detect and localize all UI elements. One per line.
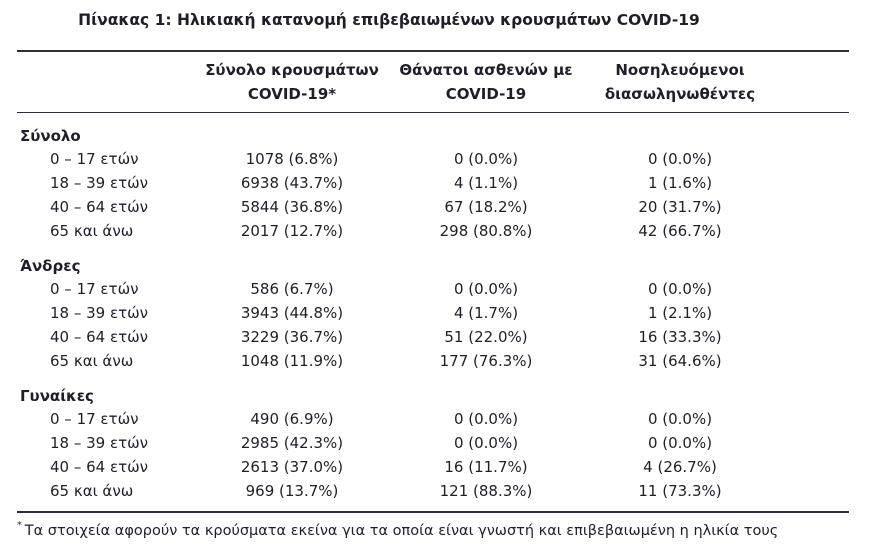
- cell-intubated: 1 (2.1%): [647, 304, 713, 322]
- cell-spacer: [777, 325, 849, 349]
- cell-spacer: [777, 147, 849, 171]
- cell-deaths: 67 (18.2%): [444, 198, 528, 216]
- covid-age-distribution-table: Σύνολο κρουσμάτων COVID-19* Θάνατοι ασθε…: [17, 50, 849, 513]
- section-row-men: Άνδρες: [17, 243, 849, 277]
- section-row-total: Σύνολο: [17, 113, 849, 148]
- header-row: Σύνολο κρουσμάτων COVID-19* Θάνατοι ασθε…: [17, 51, 849, 113]
- cell-spacer: [777, 407, 849, 431]
- table-row: 0 – 17 ετών 586 (6.7%) 0 (0.0%) 0 (0.0%): [17, 277, 849, 301]
- footnote: * Τα στοιχεία αφορούν τα κρούσματα εκείνα…: [17, 516, 867, 542]
- cell-cases: 5844 (36.8%): [240, 198, 344, 216]
- cell-intubated: 4 (26.7%): [643, 458, 717, 476]
- cell-cases: 6938 (43.7%): [240, 174, 344, 192]
- cell-deaths: 0 (0.0%): [453, 150, 519, 168]
- cell-cases: 3229 (36.7%): [240, 328, 344, 346]
- cell-intubated: 31 (64.6%): [638, 352, 722, 370]
- cell-deaths: 0 (0.0%): [453, 434, 519, 452]
- table-row: 65 και άνω 2017 (12.7%) 298 (80.8%) 42 (…: [17, 219, 849, 243]
- cell-cases: 2017 (12.7%): [240, 222, 344, 240]
- column-header-deaths: Θάνατοι ασθενών με COVID-19: [389, 51, 583, 113]
- cell-spacer: [777, 455, 849, 479]
- section-label: Άνδρες: [20, 257, 81, 275]
- table-row: 65 και άνω 1048 (11.9%) 177 (76.3%) 31 (…: [17, 349, 849, 373]
- cell-deaths: 4 (1.7%): [453, 304, 519, 322]
- footnote-marker: *: [17, 520, 22, 531]
- cell-intubated: 20 (31.7%): [638, 198, 722, 216]
- row-label: 40 – 64 ετών: [50, 328, 149, 346]
- table-row: 65 και άνω 969 (13.7%) 121 (88.3%) 11 (7…: [17, 479, 849, 513]
- row-label: 18 – 39 ετών: [50, 434, 149, 452]
- cell-spacer: [777, 195, 849, 219]
- column-header-intubated-line1: Νοσηλευόμενοι: [615, 61, 745, 79]
- row-label: 0 – 17 ετών: [50, 280, 139, 298]
- cell-deaths: 121 (88.3%): [389, 479, 583, 513]
- column-header-intubated-line2: διασωληνωθέντες: [604, 85, 756, 103]
- cell-spacer: [777, 349, 849, 373]
- cell-deaths: 4 (1.1%): [453, 174, 519, 192]
- header-empty: [17, 51, 195, 113]
- table-row: 18 – 39 ετών 2985 (42.3%) 0 (0.0%) 0 (0.…: [17, 431, 849, 455]
- table-row: 40 – 64 ετών 5844 (36.8%) 67 (18.2%) 20 …: [17, 195, 849, 219]
- cell-cases: 586 (6.7%): [250, 280, 334, 298]
- table-row: 40 – 64 ετών 3229 (36.7%) 51 (22.0%) 16 …: [17, 325, 849, 349]
- table-row: 18 – 39 ετών 6938 (43.7%) 4 (1.1%) 1 (1.…: [17, 171, 849, 195]
- column-header-intubated: Νοσηλευόμενοι διασωληνωθέντες: [583, 51, 777, 113]
- cell-intubated: 0 (0.0%): [647, 280, 713, 298]
- cell-deaths: 177 (76.3%): [439, 352, 533, 370]
- cell-deaths: 0 (0.0%): [453, 410, 519, 428]
- row-label: 18 – 39 ετών: [50, 174, 149, 192]
- cell-cases: 3943 (44.8%): [240, 304, 344, 322]
- row-label: 0 – 17 ετών: [50, 150, 139, 168]
- cell-cases: 490 (6.9%): [250, 410, 334, 428]
- cell-cases: 1078 (6.8%): [245, 150, 339, 168]
- cell-intubated: 0 (0.0%): [647, 434, 713, 452]
- cell-spacer: [777, 431, 849, 455]
- cell-deaths: 0 (0.0%): [453, 280, 519, 298]
- row-label: 65 και άνω: [50, 222, 134, 240]
- cell-spacer: [777, 301, 849, 325]
- cell-deaths: 51 (22.0%): [444, 328, 528, 346]
- cell-deaths: 298 (80.8%): [439, 222, 533, 240]
- section-label: Γυναίκες: [20, 387, 94, 405]
- cell-cases: 969 (13.7%): [195, 479, 389, 513]
- cell-cases: 2613 (37.0%): [240, 458, 344, 476]
- cell-spacer: [777, 171, 849, 195]
- section-row-women: Γυναίκες: [17, 373, 849, 407]
- table-row: 40 – 64 ετών 2613 (37.0%) 16 (11.7%) 4 (…: [17, 455, 849, 479]
- table-row: 18 – 39 ετών 3943 (44.8%) 4 (1.7%) 1 (2.…: [17, 301, 849, 325]
- header-spacer: [777, 51, 849, 113]
- cell-spacer: [777, 277, 849, 301]
- cell-intubated: 42 (66.7%): [638, 222, 722, 240]
- section-label: Σύνολο: [20, 127, 81, 145]
- row-label: 65 και άνω: [50, 352, 134, 370]
- page-title: Πίνακας 1: Ηλικιακή κατανομή επιβεβαιωμέ…: [78, 11, 700, 29]
- row-label: 0 – 17 ετών: [50, 410, 139, 428]
- table-row: 0 – 17 ετών 490 (6.9%) 0 (0.0%) 0 (0.0%): [17, 407, 849, 431]
- table-row: 0 – 17 ετών 1078 (6.8%) 0 (0.0%) 0 (0.0%…: [17, 147, 849, 171]
- cell-spacer: [777, 479, 849, 513]
- row-label: 65 και άνω: [17, 479, 195, 513]
- cell-deaths: 16 (11.7%): [444, 458, 528, 476]
- row-label: 40 – 64 ετών: [50, 458, 149, 476]
- cell-intubated: 11 (73.3%): [583, 479, 777, 513]
- cell-intubated: 0 (0.0%): [647, 150, 713, 168]
- column-header-cases: Σύνολο κρουσμάτων COVID-19*: [195, 51, 389, 113]
- footnote-text: Τα στοιχεία αφορούν τα κρούσματα εκείνα …: [24, 522, 779, 539]
- cell-intubated: 0 (0.0%): [647, 410, 713, 428]
- column-header-deaths-line1: Θάνατοι ασθενών με: [399, 61, 573, 79]
- column-header-deaths-line2: COVID-19: [445, 85, 527, 103]
- cell-intubated: 16 (33.3%): [638, 328, 722, 346]
- row-label: 18 – 39 ετών: [50, 304, 149, 322]
- row-label: 40 – 64 ετών: [50, 198, 149, 216]
- cell-cases: 1048 (11.9%): [240, 352, 344, 370]
- column-header-cases-line1: Σύνολο κρουσμάτων: [205, 61, 379, 79]
- cell-intubated: 1 (1.6%): [647, 174, 713, 192]
- cell-spacer: [777, 219, 849, 243]
- cell-cases: 2985 (42.3%): [240, 434, 344, 452]
- column-header-cases-line2: COVID-19*: [247, 85, 337, 103]
